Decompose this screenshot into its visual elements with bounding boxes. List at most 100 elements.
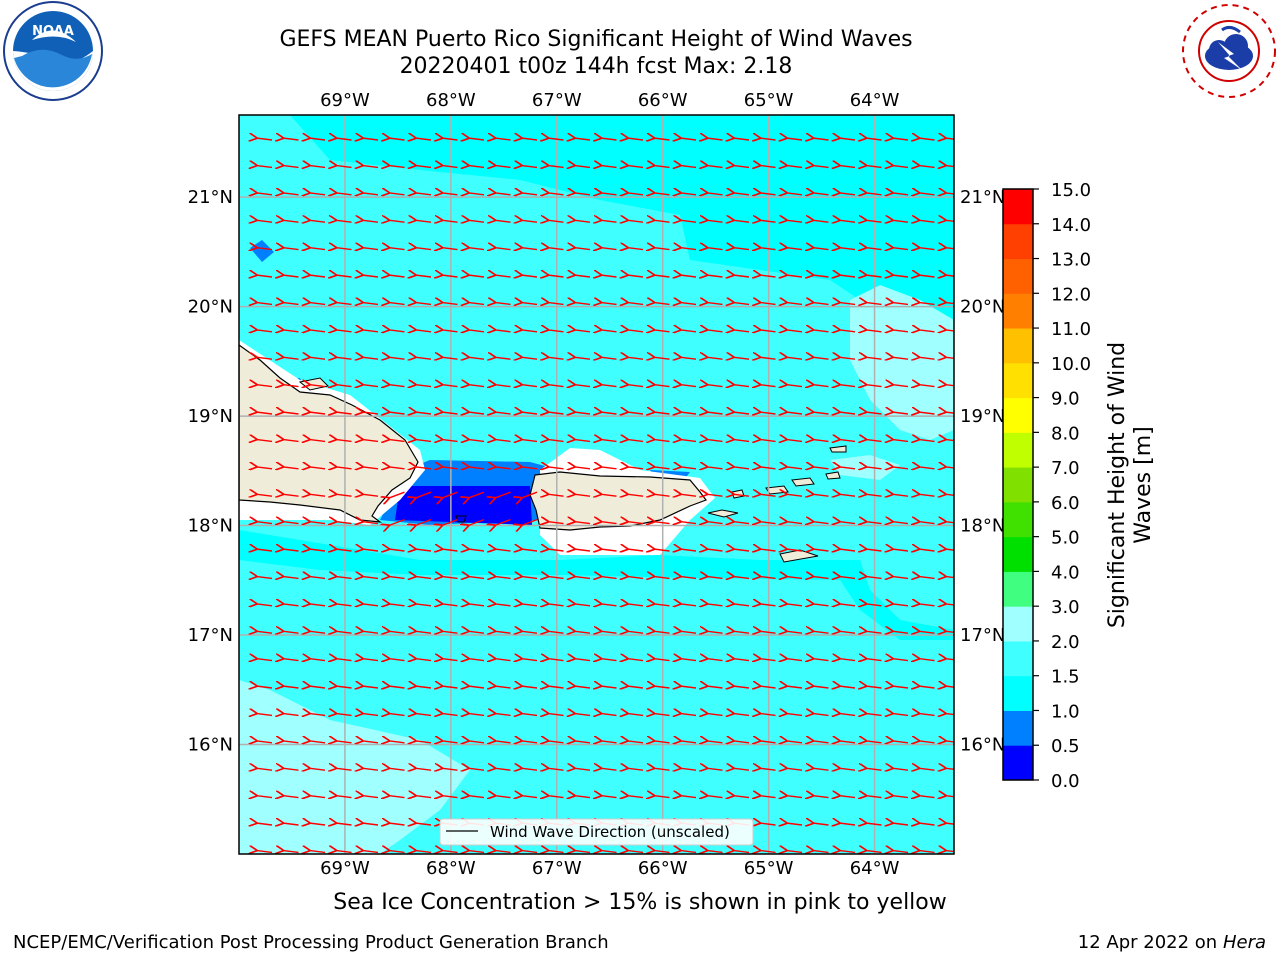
wave-direction-arrow xyxy=(866,768,882,770)
wave-direction-arrow xyxy=(362,302,379,304)
wave-direction-arrow xyxy=(680,522,697,524)
wave-direction-arrow xyxy=(627,275,644,277)
wave-direction-arrow xyxy=(336,494,352,496)
wave-direction-arrow xyxy=(760,220,776,222)
wave-direction-arrow xyxy=(892,248,909,250)
wave-direction-arrow xyxy=(495,467,511,469)
wave-direction-arrow xyxy=(468,138,485,140)
wave-direction-arrow xyxy=(866,850,882,852)
wave-direction-arrow xyxy=(574,220,591,222)
wave-direction-arrow xyxy=(336,467,352,469)
wave-direction-arrow xyxy=(309,576,326,578)
wave-direction-arrow xyxy=(839,412,856,414)
wave-direction-arrow xyxy=(521,576,538,578)
wave-direction-arrow xyxy=(733,385,750,387)
wave-direction-arrow xyxy=(919,796,935,798)
wave-direction-arrow xyxy=(707,850,723,852)
wave-direction-arrow xyxy=(415,467,432,469)
lat-tick-right: 16°N xyxy=(960,735,1005,756)
wave-direction-arrow xyxy=(495,357,511,359)
wave-direction-arrow xyxy=(707,576,723,578)
wave-direction-arrow xyxy=(707,357,723,359)
wave-direction-arrow xyxy=(495,549,511,551)
wave-direction-arrow xyxy=(813,220,829,222)
wave-direction-arrow xyxy=(760,193,776,195)
wave-direction-arrow xyxy=(813,713,829,715)
wave-direction-arrow xyxy=(680,659,697,661)
wave-direction-arrow xyxy=(362,467,379,469)
wave-direction-arrow xyxy=(362,713,379,715)
wave-direction-arrow xyxy=(654,357,670,359)
wave-direction-arrow xyxy=(362,686,379,688)
wave-direction-arrow xyxy=(919,768,935,770)
wave-direction-arrow xyxy=(468,741,485,743)
wave-direction-arrow xyxy=(680,850,697,852)
wave-direction-arrow xyxy=(919,248,935,250)
wave-direction-arrow xyxy=(574,549,591,551)
wave-direction-arrow xyxy=(654,604,670,606)
wave-direction-arrow xyxy=(813,576,829,578)
wave-direction-arrow xyxy=(362,823,379,825)
wave-direction-arrow xyxy=(362,385,379,387)
colorbar-segment xyxy=(1003,536,1033,572)
wave-direction-arrow xyxy=(389,518,405,526)
wave-direction-arrow xyxy=(309,357,326,359)
wave-direction-arrow xyxy=(256,248,273,250)
wave-direction-arrow xyxy=(892,275,909,277)
wave-direction-arrow xyxy=(892,768,909,770)
lon-tick-labels-top: 69°W 68°W 67°W 66°W 65°W 64°W xyxy=(320,90,900,111)
wave-direction-arrow xyxy=(521,330,538,332)
wave-direction-arrow xyxy=(309,330,326,332)
lat-tick-right: 19°N xyxy=(960,406,1005,427)
wave-direction-arrow xyxy=(627,220,644,222)
wave-direction-arrow xyxy=(574,686,591,688)
wave-direction-arrow xyxy=(521,713,538,715)
wave-direction-arrow xyxy=(548,522,564,524)
wave-direction-arrow xyxy=(283,385,299,387)
wave-direction-arrow xyxy=(627,796,644,798)
wave-direction-arrow xyxy=(256,659,273,661)
wave-direction-arrow xyxy=(601,330,617,332)
wave-direction-arrow xyxy=(442,850,458,852)
wave-direction-arrow xyxy=(733,412,750,414)
wave-direction-arrow xyxy=(442,741,458,743)
wave-direction-arrow xyxy=(839,165,856,167)
wave-direction-arrow xyxy=(786,220,803,222)
wave-direction-arrow xyxy=(919,631,935,633)
wave-direction-arrow xyxy=(654,275,670,277)
wave-height-region-2p0 xyxy=(239,680,470,854)
wave-direction-arrow xyxy=(495,248,511,250)
wave-direction-arrow xyxy=(442,604,458,606)
wave-direction-arrow xyxy=(654,522,670,524)
wave-direction-arrow xyxy=(415,549,432,551)
wave-direction-arrow xyxy=(256,713,273,715)
wave-direction-arrow xyxy=(786,275,803,277)
wave-direction-arrow xyxy=(680,439,697,441)
wave-direction-arrow xyxy=(760,576,776,578)
wave-direction-arrow xyxy=(601,768,617,770)
wave-direction-arrow xyxy=(760,549,776,551)
lon-tick-top: 64°W xyxy=(850,90,900,111)
wave-direction-arrow xyxy=(283,576,299,578)
wave-direction-arrow xyxy=(256,796,273,798)
wave-direction-arrow xyxy=(548,494,564,496)
wave-direction-arrow xyxy=(919,741,935,743)
wave-direction-arrow xyxy=(919,357,935,359)
wave-direction-arrow xyxy=(866,302,882,304)
colorbar-segment xyxy=(1003,258,1033,294)
wave-direction-arrow xyxy=(680,741,697,743)
wave-direction-arrow xyxy=(283,713,299,715)
wave-direction-arrow xyxy=(866,275,882,277)
wave-direction-arrow xyxy=(945,412,954,414)
wave-direction-arrow xyxy=(309,768,326,770)
wave-direction-arrow xyxy=(336,631,352,633)
lat-tick-right: 18°N xyxy=(960,516,1005,537)
wave-direction-arrow xyxy=(813,385,829,387)
wave-direction-arrow xyxy=(945,275,954,277)
wave-direction-arrow xyxy=(839,385,856,387)
wave-direction-arrow xyxy=(389,713,405,715)
wave-direction-arrow xyxy=(627,193,644,195)
wave-direction-arrow xyxy=(256,850,273,852)
wave-direction-arrow xyxy=(945,576,954,578)
wave-direction-arrow xyxy=(601,631,617,633)
